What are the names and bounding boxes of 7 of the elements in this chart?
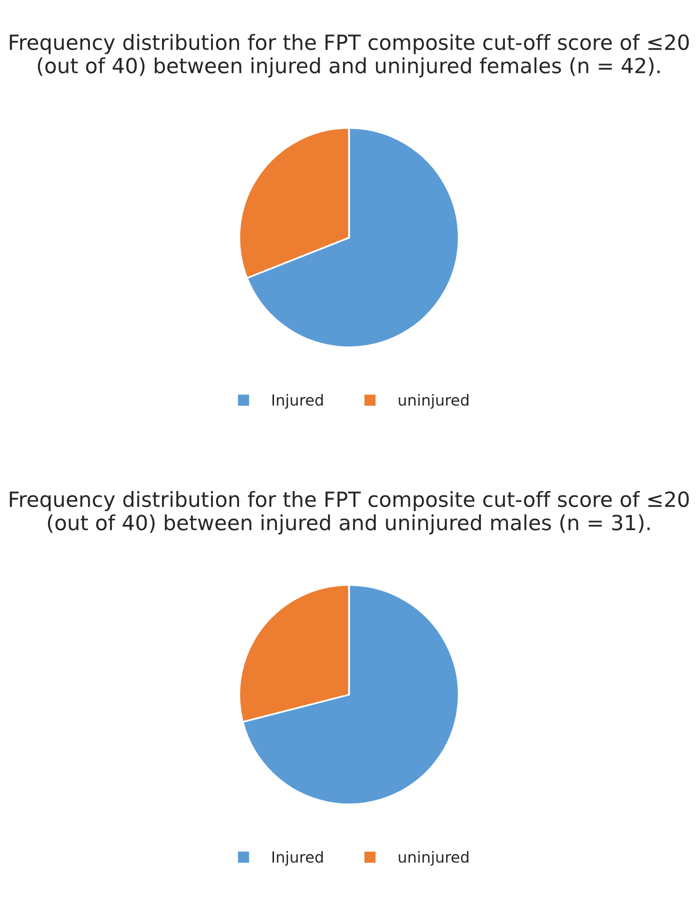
chart-title: Frequency distribution for the FPT composite cut-off score of ≤20 (out of 40) between injured and uninjured females (n = 42).	[10, 34, 689, 78]
legend-label: Injured	[272, 394, 323, 409]
legend-label: uninjured	[398, 394, 468, 409]
legend-label: uninjured	[398, 850, 468, 866]
legend-label: Injured	[272, 850, 323, 866]
chart-title: Frequency distribution for the FPT composite cut-off score of ≤20 (out of 40) between injured and uninjured males (n = 31).	[10, 490, 689, 534]
pie-slice	[242, 584, 460, 806]
